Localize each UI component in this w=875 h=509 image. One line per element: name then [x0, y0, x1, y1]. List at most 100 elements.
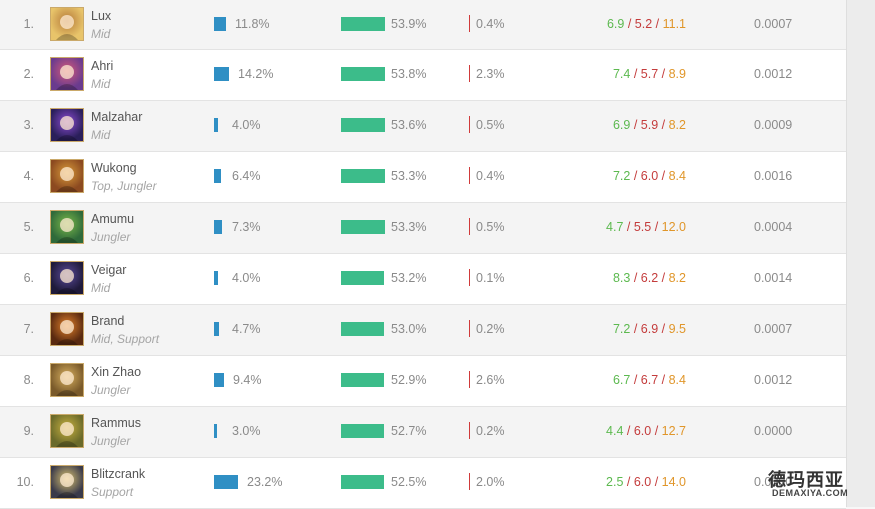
champion-role: Mid [91, 27, 111, 41]
last-stat-value: 0.0014 [754, 271, 793, 285]
ahri-portrait-icon[interactable] [50, 57, 84, 91]
deaths-value: 6.0 [640, 169, 659, 183]
champion-name[interactable]: Wukong [91, 161, 137, 175]
wukong-portrait-icon[interactable] [50, 159, 84, 193]
watermark-logo: 德玛西亚 DEMAXIYA.COM [762, 466, 870, 504]
table-row[interactable]: 1. Lux Mid 11.8% 53.9% 0.4% 6.9 / 5.2 / … [0, 0, 846, 50]
champion-name[interactable]: Malzahar [91, 110, 143, 124]
table-row[interactable]: 9. Rammus Jungler 3.0% 52.7% 0.2% 4.4 / … [0, 407, 846, 458]
assists-value: 8.2 [668, 271, 686, 285]
table-row[interactable]: 3. Malzahar Mid 4.0% 53.6% 0.5% 6.9 / 5.… [0, 101, 846, 152]
win-rate-value: 53.9% [391, 17, 427, 31]
win-rate-bar [341, 118, 385, 132]
assists-value: 8.4 [668, 169, 686, 183]
ban-rate-bar [469, 320, 470, 337]
last-stat-value: 0.0000 [754, 475, 793, 489]
veigar-portrait-icon[interactable] [50, 261, 84, 295]
popularity-bar [214, 271, 218, 285]
champion-role: Support [91, 485, 134, 499]
ban-rate-value: 0.2% [476, 424, 505, 438]
scrollbar[interactable] [846, 0, 875, 507]
popularity-value: 23.2% [247, 475, 283, 489]
popularity-bar [214, 424, 217, 438]
rank-number: 2. [23, 67, 34, 81]
popularity-value: 6.4% [232, 169, 261, 183]
kills-value: 7.2 [612, 169, 631, 183]
malzahar-portrait-icon[interactable] [50, 108, 84, 142]
win-rate-bar [341, 475, 384, 489]
ban-rate-value: 0.5% [476, 118, 505, 132]
table-row[interactable]: 6. Veigar Mid 4.0% 53.2% 0.1% 8.3 / 6.2 … [0, 254, 846, 305]
assists-value: 12.0 [661, 220, 686, 234]
blitzcrank-portrait-icon[interactable] [50, 465, 84, 499]
win-rate-value: 52.7% [391, 424, 427, 438]
champion-stats-table: 1. Lux Mid 11.8% 53.9% 0.4% 6.9 / 5.2 / … [0, 0, 846, 509]
win-rate-bar [341, 373, 384, 387]
xinzhao-portrait-icon[interactable] [50, 363, 84, 397]
champion-name[interactable]: Rammus [91, 416, 142, 430]
champion-role: Top, Jungler [91, 179, 157, 193]
last-stat-value: 0.0009 [754, 118, 793, 132]
ban-rate-bar [469, 167, 470, 184]
popularity-value: 4.0% [232, 271, 261, 285]
last-stat-value: 0.0004 [754, 220, 793, 234]
champion-role: Jungler [91, 383, 131, 397]
kills-value: 6.7 [612, 373, 631, 387]
champion-name[interactable]: Ahri [91, 59, 114, 73]
win-rate-value: 53.3% [391, 220, 427, 234]
amumu-portrait-icon[interactable] [50, 210, 84, 244]
table-row[interactable]: 5. Amumu Jungler 7.3% 53.3% 0.5% 4.7 / 5… [0, 203, 846, 254]
table-row[interactable]: 10. Blitzcrank Support 23.2% 52.5% 2.0% … [0, 458, 846, 509]
ban-rate-bar [469, 218, 470, 235]
rank-number: 8. [23, 373, 34, 387]
popularity-value: 11.8% [235, 17, 270, 31]
assists-value: 8.4 [668, 373, 686, 387]
deaths-value: 6.0 [633, 424, 652, 438]
ban-rate-value: 2.0% [476, 475, 505, 489]
ban-rate-bar [469, 15, 470, 32]
win-rate-value: 52.5% [391, 475, 427, 489]
win-rate-value: 53.6% [391, 118, 427, 132]
deaths-value: 5.7 [640, 67, 659, 81]
champion-name[interactable]: Veigar [91, 263, 127, 277]
assists-value: 8.2 [668, 118, 686, 132]
brand-portrait-icon[interactable] [50, 312, 84, 346]
rank-number: 1. [23, 17, 34, 31]
popularity-value: 14.2% [238, 67, 274, 81]
deaths-value: 6.0 [633, 475, 652, 489]
deaths-value: 5.5 [633, 220, 652, 234]
win-rate-bar [341, 322, 384, 336]
kda-stats: 4.4 / 6.0 / 12.7 [606, 424, 686, 438]
deaths-value: 5.2 [634, 17, 653, 31]
champion-role: Jungler [91, 230, 131, 244]
kda-stats: 6.9 / 5.2 / 11.1 [606, 17, 686, 31]
popularity-bar [214, 169, 221, 183]
kills-value: 4.4 [606, 424, 624, 438]
table-row[interactable]: 2. Ahri Mid 14.2% 53.8% 2.3% 7.4 / 5.7 /… [0, 50, 846, 101]
last-stat-value: 0.0000 [754, 424, 793, 438]
table-row[interactable]: 7. Brand Mid, Support 4.7% 53.0% 0.2% 7.… [0, 305, 846, 356]
lux-portrait-icon[interactable] [50, 7, 84, 41]
win-rate-value: 52.9% [391, 373, 427, 387]
table-row[interactable]: 8. Xin Zhao Jungler 9.4% 52.9% 2.6% 6.7 … [0, 356, 846, 407]
rank-number: 4. [23, 169, 34, 183]
rank-number: 3. [23, 118, 34, 132]
kda-stats: 7.2 / 6.0 / 8.4 [612, 169, 686, 183]
ban-rate-value: 0.4% [476, 17, 505, 31]
win-rate-value: 53.0% [391, 322, 427, 336]
champion-name[interactable]: Lux [91, 9, 112, 23]
champion-name[interactable]: Xin Zhao [91, 365, 142, 379]
ban-rate-value: 0.1% [476, 271, 505, 285]
table-row[interactable]: 4. Wukong Top, Jungler 6.4% 53.3% 0.4% 7… [0, 152, 846, 203]
popularity-bar [214, 322, 219, 336]
win-rate-value: 53.2% [391, 271, 427, 285]
rammus-portrait-icon[interactable] [50, 414, 84, 448]
watermark-en: DEMAXIYA.COM [772, 488, 849, 498]
ban-rate-bar [469, 422, 470, 439]
popularity-bar [214, 373, 224, 387]
popularity-value: 4.7% [232, 322, 261, 336]
champion-name[interactable]: Blitzcrank [91, 467, 146, 481]
kda-stats: 6.7 / 6.7 / 8.4 [612, 373, 686, 387]
champion-name[interactable]: Brand [91, 314, 125, 328]
champion-name[interactable]: Amumu [91, 212, 135, 226]
